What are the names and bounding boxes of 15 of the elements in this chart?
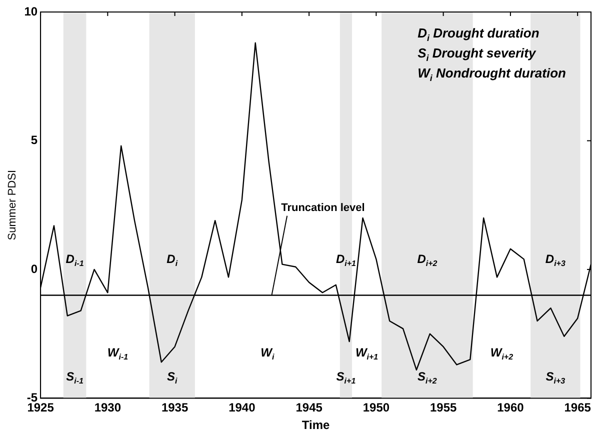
x-tick-label: 1950	[362, 400, 390, 415]
x-tick-label: 1945	[296, 400, 323, 415]
x-axis-title: Time	[302, 418, 330, 432]
x-tick-label: 1925	[27, 400, 54, 415]
x-tick-label: 1940	[228, 400, 256, 415]
ref-line-label: Truncation level	[281, 202, 365, 214]
x-tick-label: 1965	[564, 400, 592, 415]
y-tick-label: 10	[24, 4, 38, 18]
x-tick-label: 1935	[161, 400, 188, 415]
y-tick-label: 0	[30, 262, 38, 276]
y-tick-label: 5	[30, 133, 38, 148]
y-axis-title: Summer PDSI	[6, 170, 19, 240]
x-tick-label: 1930	[94, 400, 122, 415]
x-tick-label: 1955	[430, 400, 457, 415]
x-tick-label: 1960	[497, 400, 524, 415]
